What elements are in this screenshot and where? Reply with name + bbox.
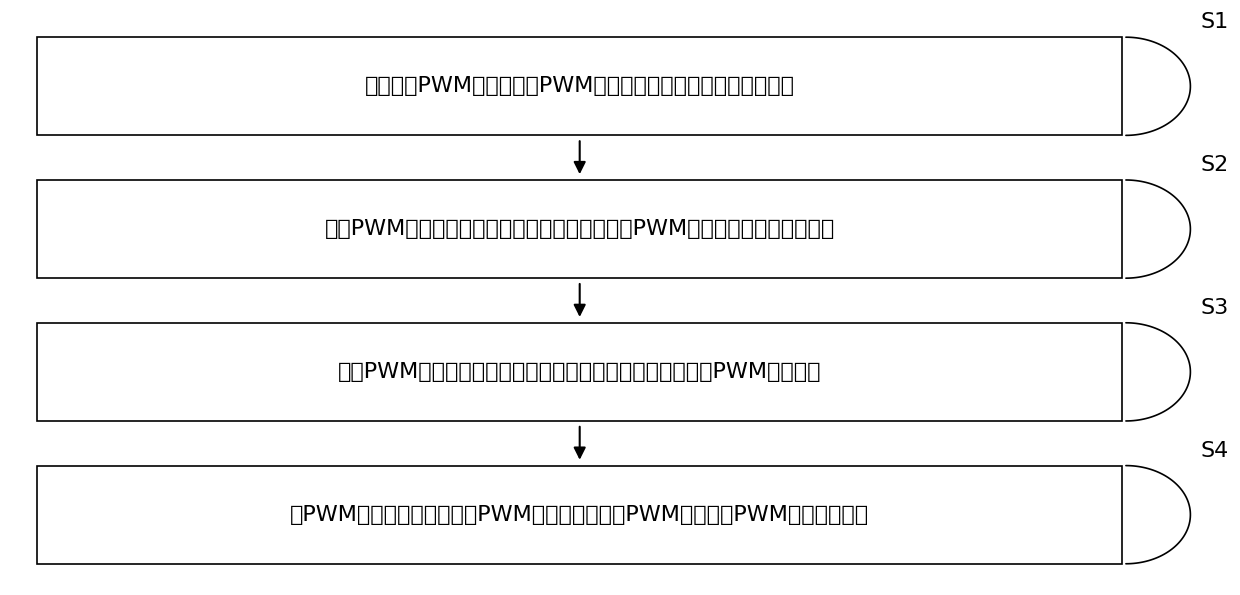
Text: 根据PWM输入信号的上升沿和下降沿的信息得到PWM输入信号的频率和占空比: 根据PWM输入信号的上升沿和下降沿的信息得到PWM输入信号的频率和占空比 [325, 219, 835, 239]
Bar [37, 37, 1122, 135]
Text: S2: S2 [1200, 155, 1229, 175]
Text: S3: S3 [1200, 298, 1229, 318]
Bar [37, 465, 1122, 564]
Bar [37, 322, 1122, 421]
Text: S1: S1 [1200, 12, 1229, 32]
Text: S4: S4 [1200, 441, 1229, 461]
Text: 根据PWM输入信号的频率和占空比，以及信号变化需求得到PWM输出信号: 根据PWM输入信号的频率和占空比，以及信号变化需求得到PWM输出信号 [339, 362, 821, 382]
Text: 获取第一PWM装置输出的PWM输入信号的上升沿和下降沿的信息: 获取第一PWM装置输出的PWM输入信号的上升沿和下降沿的信息 [365, 76, 795, 96]
Text: 将PWM输出信号发送给第二PWM装置，以便第二PWM装置根据PWM输出信号运行: 将PWM输出信号发送给第二PWM装置，以便第二PWM装置根据PWM输出信号运行 [290, 505, 869, 525]
Bar [37, 180, 1122, 278]
